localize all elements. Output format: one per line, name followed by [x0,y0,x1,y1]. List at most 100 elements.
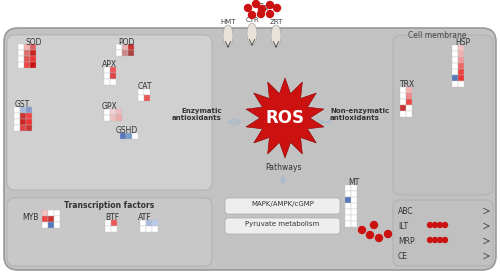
Circle shape [274,4,280,12]
Bar [116,50,122,56]
Bar [48,216,54,222]
Bar [116,115,122,121]
Text: ATF: ATF [138,213,151,222]
Ellipse shape [271,25,281,47]
Ellipse shape [247,23,257,45]
Bar [406,93,412,99]
Text: GSHD: GSHD [116,126,138,135]
Bar [452,69,458,75]
Circle shape [438,222,442,227]
Bar [351,197,357,203]
Bar [406,111,412,117]
Bar [452,51,458,57]
Bar [400,105,406,111]
Bar [128,50,134,56]
Text: GST: GST [15,100,30,109]
Bar [406,99,412,105]
Bar [110,109,116,115]
Bar [406,105,412,111]
Circle shape [438,238,442,243]
Circle shape [432,222,438,227]
Circle shape [428,238,432,243]
Bar [351,185,357,191]
Text: POD: POD [118,38,134,47]
Bar [152,226,158,232]
Bar [152,220,158,226]
Bar [20,113,26,119]
Bar [30,56,36,62]
Bar [458,57,464,63]
Bar [110,79,116,85]
Text: SOD: SOD [25,38,42,47]
FancyBboxPatch shape [225,218,340,234]
Bar [122,50,128,56]
Circle shape [358,227,366,233]
Bar [20,125,26,131]
Bar [138,95,144,101]
Bar [345,203,351,209]
Text: Transcription factors: Transcription factors [64,201,154,210]
Bar [48,222,54,228]
Bar [42,216,48,222]
Bar [111,220,117,226]
Bar [400,99,406,105]
Bar [458,45,464,51]
Bar [144,95,150,101]
Bar [54,216,60,222]
Bar [140,220,146,226]
Bar [30,50,36,56]
Bar [104,115,110,121]
Text: Enzymatic
antioxidants: Enzymatic antioxidants [172,108,222,121]
FancyBboxPatch shape [7,35,212,190]
Text: MAPK/AMPK/cGMP: MAPK/AMPK/cGMP [251,201,314,207]
Bar [26,119,32,125]
Bar [351,221,357,227]
Circle shape [442,238,448,243]
Bar [345,191,351,197]
Bar [400,93,406,99]
Bar [400,87,406,93]
Bar [24,44,30,50]
Text: ABC: ABC [398,207,413,216]
Bar [14,113,20,119]
Bar [351,191,357,197]
Bar [105,226,111,232]
Text: CTR: CTR [245,17,259,23]
Bar [54,222,60,228]
Text: HMT: HMT [220,19,236,25]
Text: CAT: CAT [138,82,152,91]
Bar [345,215,351,221]
Bar [116,109,122,115]
Text: GPX: GPX [102,102,118,111]
Bar [42,222,48,228]
Bar [452,57,458,63]
FancyBboxPatch shape [393,35,493,195]
Circle shape [442,222,448,227]
Circle shape [376,235,382,242]
Bar [14,125,20,131]
Bar [345,185,351,191]
Text: Non-enzymatic
antioxidants: Non-enzymatic antioxidants [330,108,389,121]
Bar [104,109,110,115]
Bar [351,209,357,215]
Text: Cell membrane: Cell membrane [408,31,467,40]
Circle shape [384,230,392,238]
FancyBboxPatch shape [4,28,496,270]
Circle shape [258,10,264,17]
Bar [110,67,116,73]
Bar [458,75,464,81]
Bar [138,89,144,95]
Bar [54,210,60,216]
Bar [104,73,110,79]
Text: MYB: MYB [22,213,38,222]
Bar [351,203,357,209]
Bar [26,113,32,119]
Circle shape [428,222,432,227]
Bar [26,125,32,131]
Bar [146,226,152,232]
Bar [111,226,117,232]
Bar [140,226,146,232]
Circle shape [248,12,256,18]
Bar [116,44,122,50]
Circle shape [366,232,374,238]
